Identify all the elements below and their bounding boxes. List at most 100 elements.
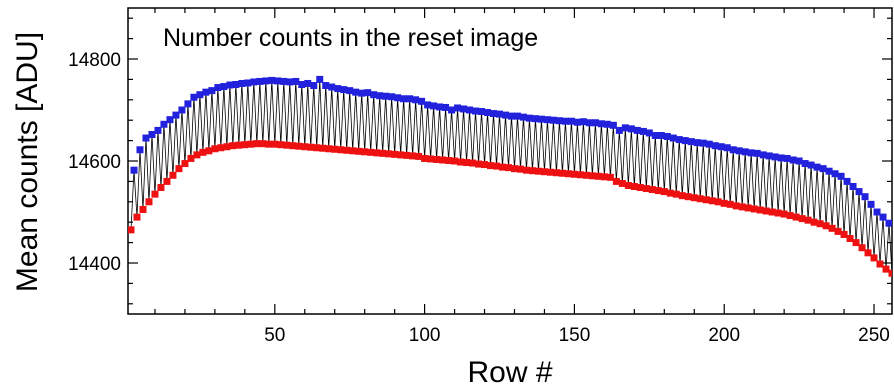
- data-point-upper: [759, 151, 767, 159]
- data-point-lower: [828, 224, 836, 232]
- data-point-lower: [247, 140, 255, 148]
- data-point-lower: [128, 226, 135, 234]
- data-point-lower: [636, 184, 644, 192]
- data-point-lower: [642, 185, 650, 193]
- data-point-upper: [322, 82, 330, 90]
- data-point-lower: [876, 260, 884, 268]
- data-point-lower: [253, 140, 261, 148]
- y-tick-label: 14400: [68, 254, 121, 275]
- data-point-lower: [546, 168, 554, 176]
- data-point-upper: [400, 95, 408, 103]
- data-point-lower: [487, 162, 495, 170]
- data-point-upper: [340, 86, 348, 94]
- data-point-upper: [304, 79, 312, 87]
- data-point-lower: [163, 177, 171, 185]
- data-point-upper: [358, 89, 366, 97]
- data-point-lower: [439, 156, 447, 164]
- data-point-lower: [241, 141, 249, 149]
- data-point-lower: [888, 269, 892, 277]
- data-point-lower: [822, 222, 830, 230]
- data-point-upper: [262, 77, 270, 85]
- data-point-upper: [496, 110, 504, 118]
- data-point-lower: [672, 190, 680, 198]
- data-point-upper: [382, 92, 390, 100]
- data-point-upper: [226, 81, 234, 89]
- x-tick-label: 250: [858, 325, 890, 346]
- data-point-upper: [238, 79, 246, 87]
- data-point-lower: [510, 165, 518, 173]
- data-point-upper: [190, 93, 198, 101]
- data-point-upper: [825, 167, 833, 175]
- data-point-upper: [250, 78, 258, 86]
- data-point-lower: [798, 215, 806, 223]
- data-point-upper: [418, 97, 426, 105]
- data-point-upper: [352, 88, 360, 96]
- data-point-lower: [199, 148, 207, 156]
- data-point-upper: [621, 124, 629, 132]
- data-point-upper: [651, 132, 659, 139]
- data-point-lower: [834, 227, 842, 235]
- data-point-lower: [714, 198, 722, 206]
- data-point-lower: [810, 218, 818, 226]
- data-point-lower: [457, 158, 465, 166]
- data-point-upper: [406, 95, 414, 103]
- data-point-upper: [310, 82, 318, 90]
- data-point-lower: [385, 150, 393, 158]
- data-point-lower: [343, 146, 351, 154]
- data-point-upper: [693, 139, 701, 147]
- data-point-upper: [531, 115, 539, 123]
- data-point-upper: [232, 81, 240, 88]
- data-point-upper: [172, 111, 180, 119]
- axis-ticks: [128, 8, 892, 314]
- data-point-lower: [582, 171, 590, 179]
- data-point-upper: [885, 219, 892, 227]
- data-point-lower: [379, 149, 387, 157]
- data-point-lower: [534, 167, 542, 175]
- data-point-lower: [564, 170, 572, 178]
- data-point-upper: [214, 84, 222, 92]
- data-point-lower: [331, 145, 339, 153]
- data-point-lower: [654, 187, 662, 195]
- data-point-lower: [558, 169, 566, 177]
- data-point-lower: [409, 152, 417, 160]
- data-point-upper: [831, 170, 839, 178]
- data-point-upper: [849, 183, 857, 190]
- data-point-upper: [675, 136, 683, 144]
- data-point-upper: [681, 137, 689, 145]
- data-point-lower: [882, 265, 890, 273]
- data-point-upper: [525, 114, 533, 122]
- data-point-upper: [801, 160, 809, 168]
- x-tick-label: 100: [409, 325, 441, 346]
- plot-frame: [127, 7, 893, 315]
- data-point-lower: [804, 216, 812, 224]
- data-point-upper: [807, 161, 815, 169]
- data-point-upper: [160, 120, 168, 128]
- data-point-upper: [334, 85, 342, 93]
- data-point-upper: [280, 77, 288, 85]
- data-point-lower: [750, 205, 758, 213]
- data-point-upper: [519, 113, 527, 121]
- data-point-lower: [301, 143, 309, 151]
- data-point-upper: [633, 126, 641, 134]
- x-tick-label: 150: [559, 325, 591, 346]
- data-point-lower: [499, 163, 507, 171]
- data-point-upper: [567, 117, 575, 125]
- data-point-lower: [660, 188, 668, 196]
- data-point-upper: [130, 166, 138, 174]
- data-point-lower: [576, 171, 584, 179]
- data-point-lower: [355, 147, 363, 155]
- data-point-lower: [606, 173, 614, 181]
- data-point-lower: [223, 143, 231, 151]
- y-tick-label: 14800: [68, 50, 121, 71]
- data-point-upper: [591, 119, 599, 127]
- data-point-upper: [448, 106, 456, 114]
- data-point-upper: [136, 146, 144, 154]
- data-point-upper: [855, 188, 863, 196]
- data-point-upper: [627, 125, 635, 133]
- data-point-lower: [846, 235, 854, 243]
- data-point-lower: [612, 177, 620, 185]
- data-point-lower: [792, 213, 800, 221]
- data-point-lower: [325, 145, 333, 153]
- data-point-upper: [747, 149, 755, 157]
- data-point-lower: [516, 165, 524, 173]
